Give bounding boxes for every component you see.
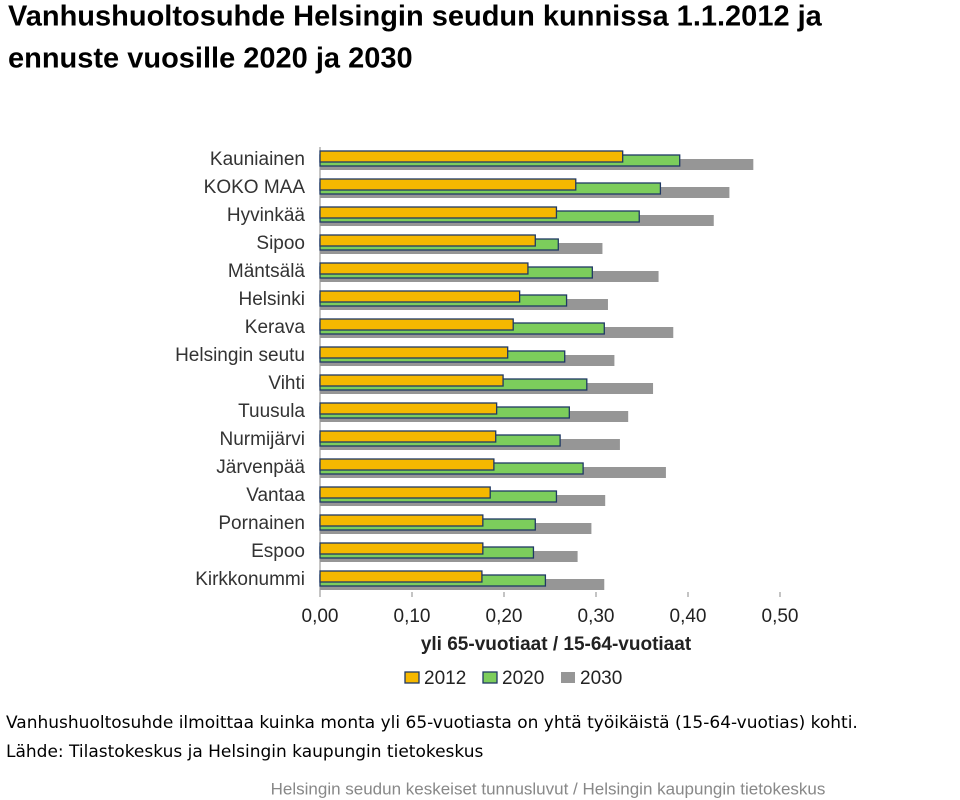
bar: [319, 542, 484, 555]
bar: [319, 206, 558, 219]
note: Lähde: Tilastokeskus ja Helsingin kaupun…: [6, 742, 483, 762]
y-tick-label: Pornainen: [218, 513, 305, 534]
legend-label: 2030: [580, 668, 622, 689]
bar: [319, 430, 497, 443]
bar: [319, 374, 504, 387]
y-tick-label: Mäntsälä: [228, 261, 306, 282]
y-tick-label: Helsingin seutu: [175, 345, 305, 366]
bar: [319, 570, 483, 583]
y-tick-label: Espoo: [251, 541, 305, 562]
y-tick-label: Hyvinkää: [227, 205, 306, 226]
y-tick-label: Nurmijärvi: [220, 429, 306, 450]
bar: [319, 234, 536, 247]
bar: [319, 514, 484, 527]
bar: [319, 402, 498, 415]
x-tick-label: 0,50: [762, 606, 799, 627]
legend-label: 2012: [424, 668, 466, 689]
y-tick-label: Tuusula: [238, 401, 305, 422]
y-tick-label: Kauniainen: [210, 149, 305, 170]
y-tick-label: KOKO MAA: [204, 177, 306, 198]
bar: [319, 486, 491, 499]
y-tick-label: Kirkkonummi: [195, 569, 305, 590]
footer: Helsingin seudun keskeiset tunnusluvut /…: [271, 779, 826, 798]
bar: [319, 178, 577, 191]
bar: [319, 150, 624, 163]
x-tick-label: 0,20: [486, 606, 523, 627]
bar: [319, 290, 521, 303]
bar: [319, 458, 495, 471]
legend-swatch: [561, 672, 575, 683]
bar: [319, 318, 514, 331]
x-tick-label: 0,30: [578, 606, 615, 627]
legend-swatch: [404, 671, 420, 684]
legend-swatch: [482, 671, 498, 684]
legend-label: 2020: [502, 668, 544, 689]
bar: [319, 346, 509, 359]
y-tick-label: Järvenpää: [216, 457, 305, 478]
bar: [319, 262, 529, 275]
x-axis-label: yli 65-vuotiaat / 15-64-vuotiaat: [421, 634, 692, 655]
y-tick-label: Helsinki: [238, 289, 305, 310]
x-tick-label: 0,10: [394, 606, 431, 627]
y-tick-label: Vantaa: [246, 485, 305, 506]
y-tick-label: Vihti: [268, 373, 305, 394]
chart-title: Vanhushuoltosuhde Helsingin seudun kunni…: [8, 1, 823, 33]
y-tick-label: Kerava: [245, 317, 306, 338]
y-tick-label: Sipoo: [256, 233, 305, 254]
chart-title: ennuste vuosille 2020 ja 2030: [8, 43, 413, 75]
note: Vanhushuoltosuhde ilmoittaa kuinka monta…: [6, 713, 858, 733]
x-tick-label: 0,00: [302, 606, 339, 627]
x-tick-label: 0,40: [670, 606, 707, 627]
